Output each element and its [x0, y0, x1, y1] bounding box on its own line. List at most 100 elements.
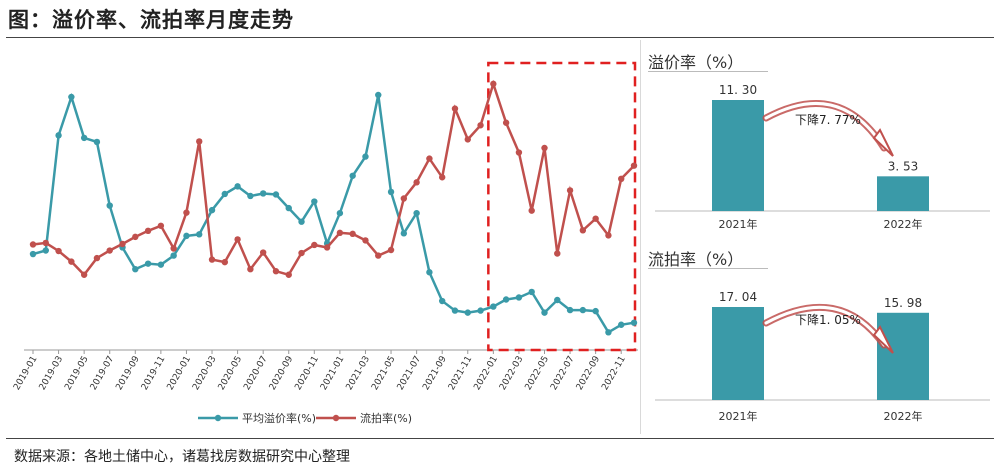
premium-rate-point [605, 329, 612, 336]
unsold-rate-point [170, 245, 177, 252]
premium-rate-point [387, 188, 395, 196]
unsold-decline-arrowhead [872, 325, 894, 354]
premium-bar-value: 11. 30 [719, 83, 757, 97]
x-tick-label: 2019-05 [63, 355, 90, 393]
x-tick-label: 2022-07 [549, 355, 576, 393]
premium-bar-category: 2022年 [884, 217, 923, 231]
unsold-rate-point [221, 258, 229, 266]
premium-rate-point [272, 191, 280, 198]
unsold-rate-point [311, 241, 318, 249]
unsold-bar-value: 17. 04 [719, 290, 757, 304]
premium-decline-annotation: 下降7. 77% [795, 113, 861, 127]
unsold-rate-point [400, 195, 408, 202]
premium-rate-point [68, 93, 75, 101]
unsold-rate-point [106, 247, 113, 254]
x-tick-label: 2019-11 [140, 355, 167, 393]
x-tick-label: 2022-01 [472, 355, 499, 393]
x-tick-label: 2020-03 [191, 355, 218, 393]
unsold-rate-point [42, 239, 49, 247]
premium-rate-point [298, 218, 305, 225]
unsold-rate-point [247, 266, 254, 273]
premium-bar-category: 2021年 [719, 217, 758, 231]
premium-rate-point [426, 269, 433, 276]
x-tick-label: 2021-07 [396, 355, 423, 393]
x-tick-label: 2020-01 [166, 355, 193, 393]
unsold-rate-point [132, 233, 139, 241]
x-tick-label: 2022-11 [600, 355, 627, 393]
premium-rate-point [29, 250, 37, 258]
premium-decline-arrowhead [872, 128, 894, 157]
premium-rate-point [362, 153, 369, 160]
x-tick-label: 2021-05 [370, 355, 397, 393]
legend-unsold-label: 流拍率(%) [360, 411, 412, 425]
premium-rate-point [592, 307, 599, 315]
unsold-panel-title-rule [648, 268, 768, 269]
premium-rate-point [93, 138, 101, 146]
premium-rate-point [349, 172, 356, 179]
premium-rate-point [55, 132, 62, 139]
premium-rate-point [515, 294, 523, 301]
unsold-rate-point [93, 254, 101, 262]
unsold-rate-point [618, 175, 625, 183]
unsold-rate-point [541, 144, 548, 152]
x-tick-label: 2021-09 [421, 354, 449, 392]
x-tick-label: 2021-01 [319, 355, 346, 393]
legend-premium-label: 平均溢价率(%) [242, 411, 316, 425]
premium-rate-point [579, 306, 587, 314]
unsold-rate-point [362, 237, 369, 244]
unsold-decline-annotation: 下降1. 05% [795, 313, 861, 327]
premium-rate-point [106, 202, 113, 209]
x-tick-label: 2022-03 [498, 355, 525, 393]
unsold-rate-point [413, 179, 420, 186]
premium-rate-point [157, 261, 165, 268]
premium-rate-point [196, 231, 203, 238]
premium-rate-point [234, 183, 241, 190]
unsold-rate-point [29, 241, 37, 248]
unsold-rate-point [375, 252, 382, 259]
x-tick-label: 2020-09 [268, 354, 296, 392]
unsold-rate-point [208, 256, 216, 263]
unsold-rate-point [259, 249, 267, 256]
x-tick-label: 2019-07 [89, 355, 116, 393]
unsold-rate-point [464, 136, 471, 143]
premium-rate-point [221, 190, 229, 198]
x-tick-label: 2020-05 [217, 355, 244, 393]
unsold-rate-point [502, 119, 510, 126]
unsold-bar [712, 307, 764, 400]
premium-rate-point [630, 319, 638, 326]
unsold-rate-point [183, 209, 190, 216]
page-title: 图：溢价率、流拍率月度走势 [8, 8, 294, 32]
premium-rate-point [132, 266, 139, 273]
premium-rate-point [144, 260, 152, 267]
x-tick-label: 2019-03 [38, 355, 65, 393]
x-tick-label: 2020-07 [242, 355, 269, 393]
unsold-rate-point [234, 236, 241, 243]
premium-rate-point [438, 297, 446, 305]
unsold-rate-point [144, 227, 152, 235]
unsold-rate-point [630, 162, 638, 169]
unsold-rate-point [119, 240, 126, 248]
legend-unsold-marker [332, 414, 340, 422]
unsold-rate-point [528, 207, 535, 214]
unsold-rate-point [451, 105, 459, 112]
premium-rate-point [490, 303, 497, 310]
source-note: 数据来源：各地土储中心，诸葛找房数据研究中心整理 [14, 449, 350, 465]
unsold-bar-category: 2022年 [884, 409, 923, 423]
top-divider [6, 37, 994, 38]
bottom-divider [6, 438, 994, 439]
unsold-panel-title: 流拍率（%） [648, 250, 744, 269]
unsold-rate-point [298, 249, 305, 257]
premium-decline-arrow-inner [764, 102, 886, 150]
x-tick-label: 2022-09 [575, 354, 603, 392]
unsold-rate-point [387, 246, 395, 254]
legend-premium-marker [214, 414, 222, 422]
x-tick-label: 2019-09 [114, 354, 142, 392]
premium-rate-point [541, 309, 548, 316]
premium-rate-point [80, 134, 88, 142]
premium-bar-value: 3. 53 [888, 159, 919, 173]
premium-rate-point [208, 206, 216, 214]
premium-rate-point [618, 321, 625, 328]
x-tick-label: 2020-11 [293, 355, 320, 393]
unsold-rate-point [477, 122, 484, 129]
